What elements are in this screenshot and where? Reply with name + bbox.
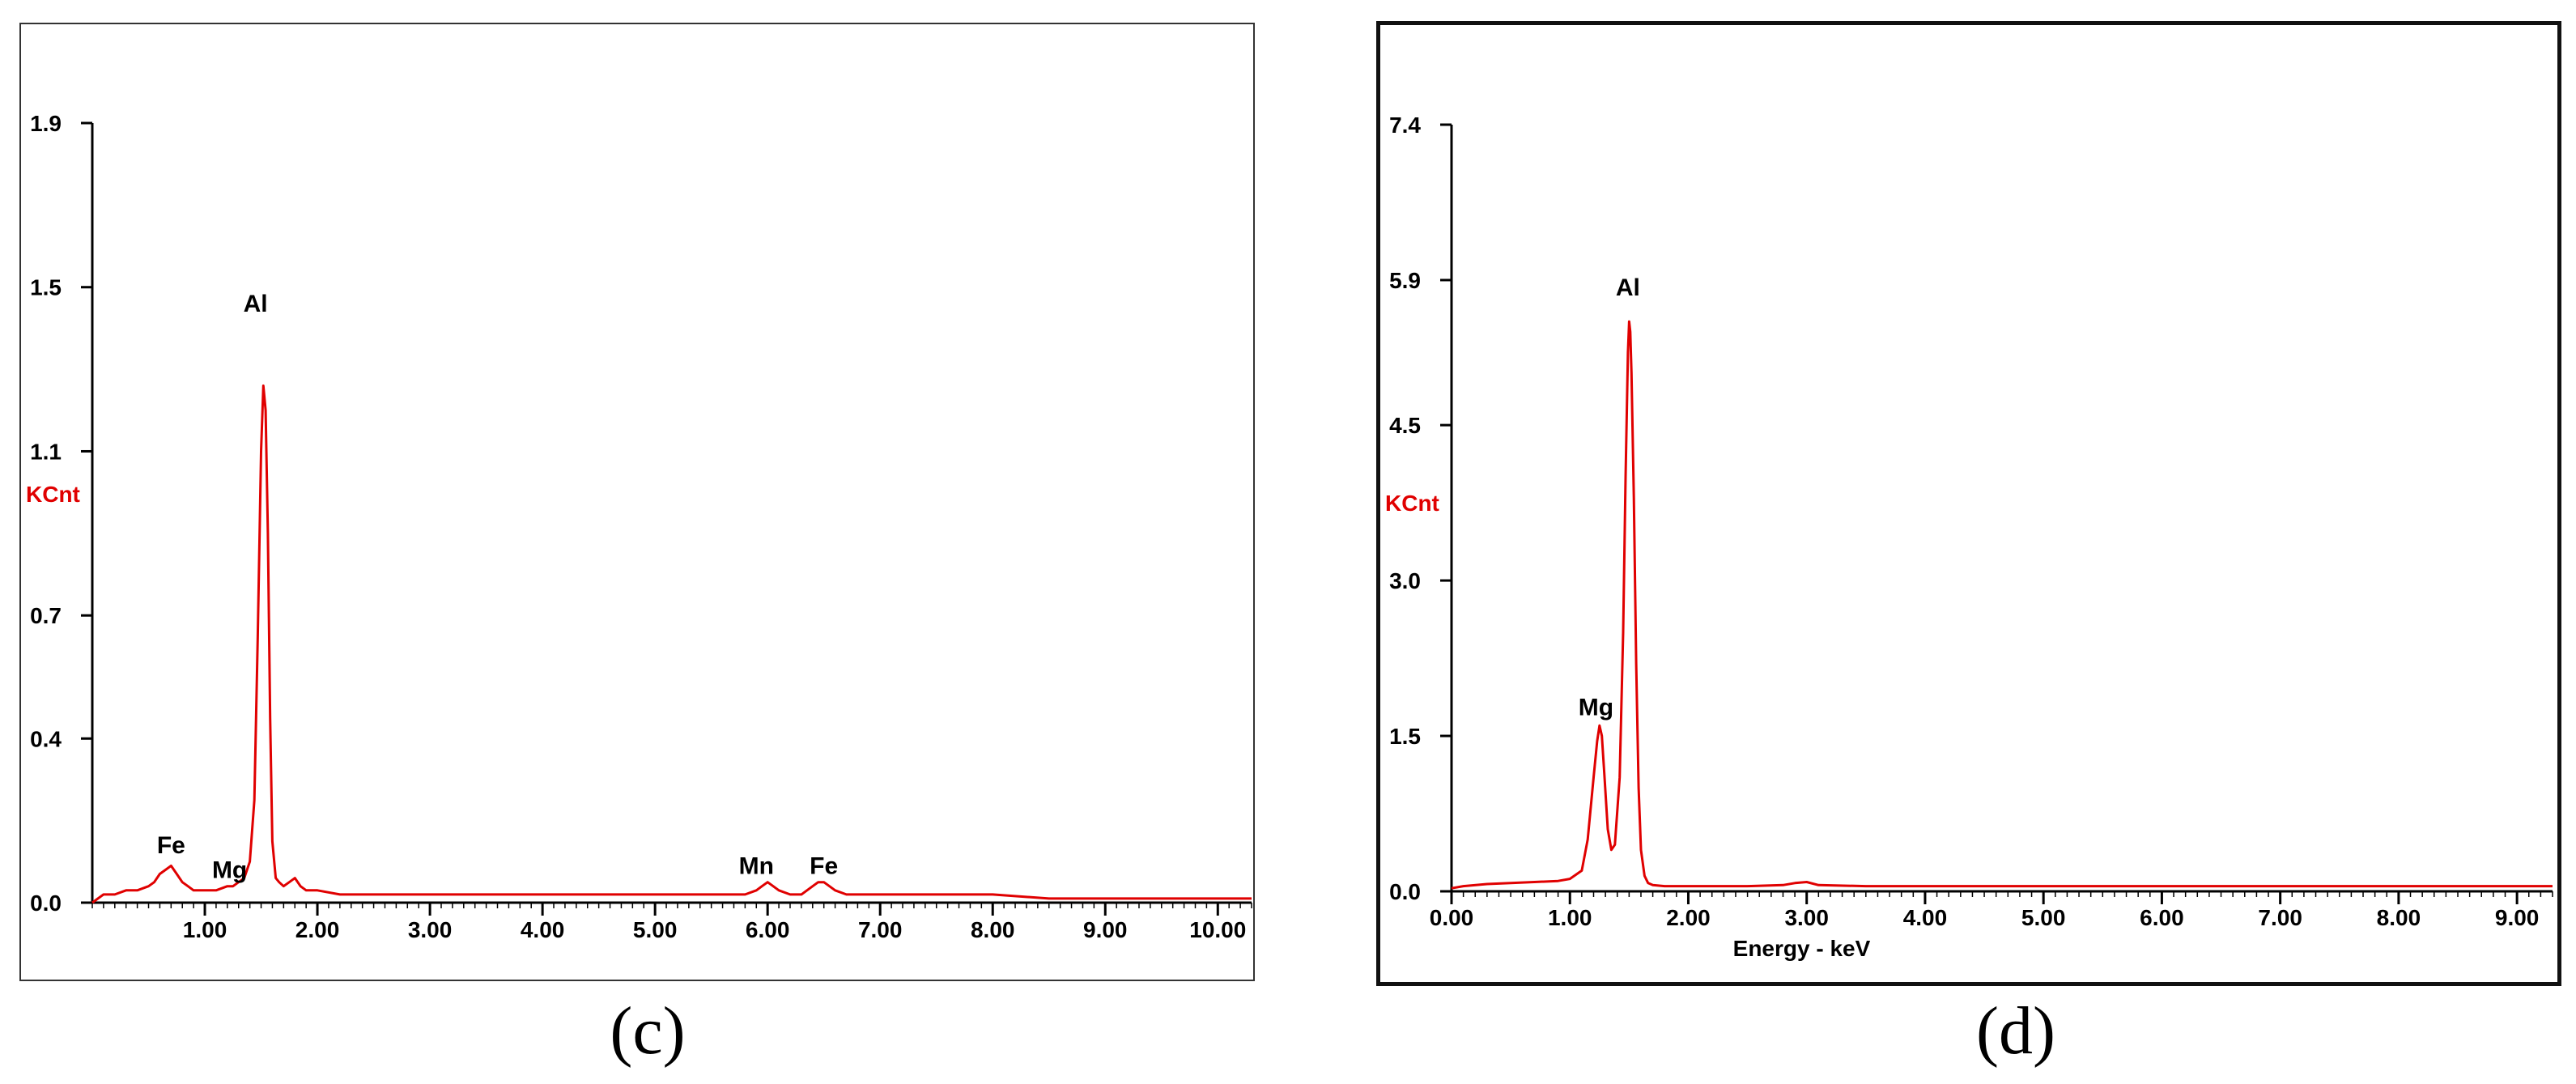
x-tick-label-c: 6.00: [746, 917, 790, 942]
y-tick-label-c: 1.5: [30, 275, 62, 300]
x-tick-label-c: 7.00: [858, 917, 903, 942]
x-tick-label-c: 2.00: [295, 917, 340, 942]
x-tick-label-c: 4.00: [521, 917, 565, 942]
x-tick-label-c: 5.00: [633, 917, 678, 942]
peak-label-al-c: Al: [244, 291, 268, 317]
x-tick-label-d: 9.00: [2495, 905, 2540, 930]
peak-label-mn-c: Mn: [739, 853, 774, 880]
spectrum-panel-d: 0.0 1.5 3.0 4.5 5.9 7.4 0.00 1.00 2.00 3.00 4.00 5.…: [1376, 21, 2561, 986]
y-tick-label-c: 1.9: [30, 111, 62, 136]
peak-label-al-d: Al: [1616, 274, 1640, 301]
y-tick-label-c: 0.7: [30, 603, 62, 628]
x-tick-label-d: 0.00: [1430, 905, 1474, 930]
x-tick-label-d: 3.00: [1784, 905, 1829, 930]
x-axis-label-d: Energy - keV: [1733, 936, 1871, 961]
y-tick-label-d: 0.0: [1389, 879, 1421, 904]
peak-label-fe-c: Fe: [157, 832, 185, 859]
spectrum-line-c: [91, 384, 1252, 904]
y-axis-label-c: KCnt: [26, 482, 80, 507]
x-tick-label-d: 4.00: [1903, 905, 1948, 930]
x-tick-label-c: 3.00: [408, 917, 453, 942]
y-tick-label-d: 4.5: [1389, 413, 1421, 438]
x-tick-label-d: 5.00: [2021, 905, 2066, 930]
caption-c: (c): [610, 993, 686, 1069]
y-tick-label-d: 5.9: [1389, 268, 1421, 293]
x-tick-label-c: 10.00: [1189, 917, 1246, 942]
y-tick-label-c: 0.4: [30, 726, 62, 751]
y-tick-label-d: 3.0: [1389, 568, 1421, 593]
x-tick-label-d: 1.00: [1548, 905, 1592, 930]
x-tick-label-d: 6.00: [2140, 905, 2184, 930]
x-tick-label-d: 2.00: [1666, 905, 1711, 930]
caption-d: (d): [1976, 993, 2055, 1069]
peak-label-fe-c: Fe: [810, 853, 838, 880]
x-tick-label-d: 8.00: [2377, 905, 2421, 930]
spectrum-panel-c: 0.0 0.4 0.7 1.1 1.5 1.9 1.00 2.00 3.00 4.00 5.00 6.…: [19, 23, 1255, 981]
spectrum-chart-d: 0.0 1.5 3.0 4.5 5.9 7.4 0.00 1.00 2.00 3.00 4.00 5.…: [1385, 113, 2553, 961]
spectrum-line-d: [1451, 320, 2553, 890]
y-tick-label-c: 1.1: [30, 439, 62, 464]
peak-label-mg-d: Mg: [1579, 694, 1613, 721]
peak-label-mg-c: Mg: [212, 857, 247, 884]
y-tick-label-d: 7.4: [1389, 113, 1421, 138]
spectrum-chart-c: 0.0 0.4 0.7 1.1 1.5 1.9 1.00 2.00 3.00 4.00 5.00 6.…: [26, 111, 1252, 942]
x-tick-label-c: 8.00: [971, 917, 1015, 942]
x-tick-label-d: 7.00: [2258, 905, 2302, 930]
x-tick-label-c: 1.00: [183, 917, 227, 942]
y-tick-label-d: 1.5: [1389, 724, 1421, 749]
x-tick-label-c: 9.00: [1083, 917, 1128, 942]
y-tick-label-c: 0.0: [30, 891, 62, 916]
y-axis-label-d: KCnt: [1385, 491, 1439, 516]
